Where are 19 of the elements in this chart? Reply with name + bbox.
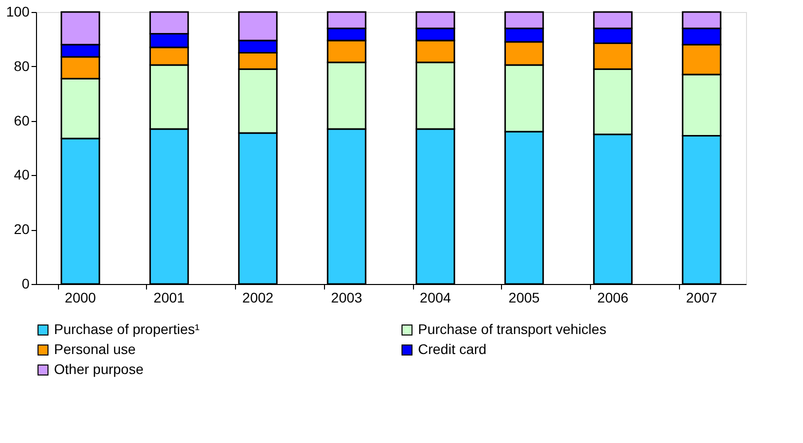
y-tick-label: 20: [14, 221, 30, 238]
x-tick-label: 2007: [686, 290, 718, 306]
legend-label: Other purpose: [54, 361, 144, 377]
legend-label: Personal use: [54, 341, 136, 357]
x-tick-label: 2004: [420, 290, 452, 306]
x-tick-label: 2003: [331, 290, 362, 306]
legend-label: Purchase of transport vehicles: [418, 321, 606, 337]
y-tick-label: 80: [14, 58, 30, 74]
legend-label: Purchase of properties¹: [54, 321, 200, 337]
y-tick-label: 60: [14, 112, 30, 128]
legend-label: Credit card: [418, 341, 486, 357]
x-tick-label: 2001: [154, 290, 185, 306]
y-tick-label: 0: [22, 276, 30, 292]
y-tick-label: 40: [14, 166, 30, 183]
y-tick-label: 100: [6, 4, 30, 20]
x-tick-label: 2000: [64, 290, 96, 306]
x-tick-label: 2006: [597, 290, 629, 306]
x-tick-label: 2002: [242, 290, 274, 306]
x-tick-label: 2005: [508, 290, 540, 306]
